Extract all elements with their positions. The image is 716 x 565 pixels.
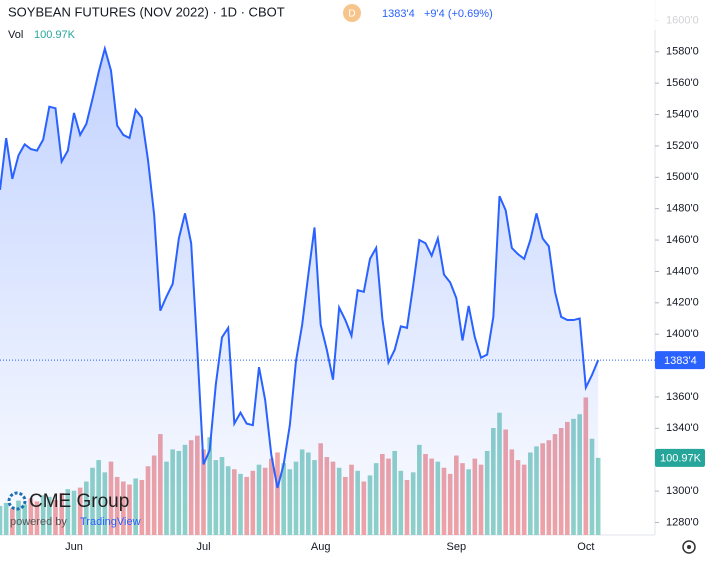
y-tick-label: 1340'0 xyxy=(666,422,699,434)
vol-label: Vol xyxy=(8,29,23,41)
price-area xyxy=(0,48,599,536)
last-price-tag-label: 1383'4 xyxy=(664,355,697,367)
y-tick-label: 1420'0 xyxy=(666,297,699,309)
x-tick-label: Aug xyxy=(311,541,331,553)
brand-logo xyxy=(7,491,27,511)
x-tick-label: Jul xyxy=(196,541,210,553)
y-tick-label: 1580'0 xyxy=(666,46,699,58)
title: SOYBEAN FUTURES (NOV 2022) · 1D · CBOT xyxy=(8,4,285,19)
y-tick-label: 1360'0 xyxy=(666,391,699,403)
last-price: 1383'4 xyxy=(382,8,415,20)
price-line xyxy=(0,44,600,489)
gear-hub[interactable] xyxy=(687,545,691,549)
x-tick-label: Sep xyxy=(447,541,467,553)
y-tick-label: 1560'0 xyxy=(666,77,699,89)
badge-bg xyxy=(343,4,361,22)
brand: CME Group powered by TradingView xyxy=(7,491,141,528)
y-tick-label: 1280'0 xyxy=(666,516,699,528)
tradingview: TradingView xyxy=(80,516,141,528)
last-price-tag xyxy=(655,351,705,370)
y-tick-label: 1300'0 xyxy=(666,485,699,497)
y-tick-label: 1440'0 xyxy=(666,265,699,277)
vol-value: 100.97K xyxy=(34,29,76,41)
brand-name: CME Group xyxy=(29,491,129,512)
y-tick-label: 1400'0 xyxy=(666,328,699,340)
y-tick-label: 1460'0 xyxy=(666,234,699,246)
badge: D xyxy=(348,9,355,20)
y-tick-label: 1540'0 xyxy=(666,108,699,120)
last-volume-tag-label: 100.97K xyxy=(660,453,702,465)
powered-by: powered by xyxy=(10,516,67,528)
gear[interactable] xyxy=(682,540,696,554)
settings[interactable] xyxy=(682,540,696,554)
change: +9'4 (+0.69%) xyxy=(424,8,493,20)
y-tick-label: 1480'0 xyxy=(666,203,699,215)
last-volume-tag xyxy=(655,448,705,467)
y-tick-label: 1500'0 xyxy=(666,171,699,183)
y-tick-label: 1520'0 xyxy=(666,140,699,152)
x-tick-label: Oct xyxy=(577,541,594,553)
x-tick-label: Jun xyxy=(65,541,83,553)
